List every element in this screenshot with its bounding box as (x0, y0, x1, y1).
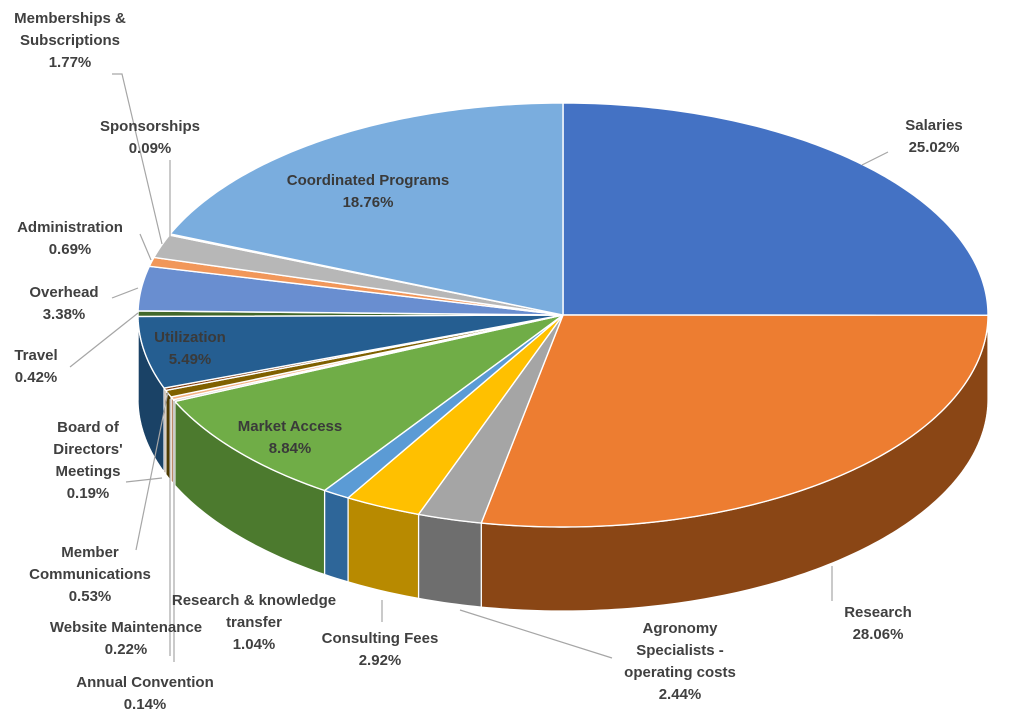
slice-label-utilization: Utilization 5.49% (154, 329, 226, 368)
slice-name-research: Research (844, 604, 912, 621)
slice-label-market-access: Market Access 8.84% (238, 418, 343, 457)
slice-name-memberships-subscriptions: Memberships & Subscriptions (14, 10, 126, 49)
slice-label-administration: Administration 0.69% (17, 219, 123, 258)
slice-consulting-fees (347, 314, 564, 516)
slice-agronomy-specialists-operating-costs (417, 314, 564, 524)
slice-name-annual-convention: Annual Convention (76, 674, 214, 691)
leader-line-overhead (111, 287, 139, 299)
slice-label-consulting-fees: Consulting Fees 2.92% (322, 630, 439, 669)
slice-label-website-maintenance: Website Maintenance 0.22% (50, 619, 202, 658)
slice-market-access (174, 314, 564, 492)
slice-label-research-knowledge-transfer: Research & knowledge transfer 1.04% (172, 592, 336, 653)
leader-line-travel (69, 312, 139, 368)
slice-value-utilization: 5.49% (169, 351, 212, 368)
slice-label-research: Research 28.06% (844, 604, 912, 643)
slice-value-coordinated-programs: 18.76% (343, 194, 394, 211)
slice-name-board-of-directors-meetings: Board of Directors' Meetings (53, 419, 122, 480)
slice-value-website-maintenance: 0.22% (105, 641, 148, 658)
label-leader-lines (69, 73, 889, 662)
leader-line-memberships-subscriptions (112, 73, 163, 245)
slice-utilization (137, 314, 564, 389)
slice-name-consulting-fees: Consulting Fees (322, 630, 439, 647)
slice-name-utilization: Utilization (154, 329, 226, 346)
slice-name-market-access: Market Access (238, 418, 343, 435)
slice-research (480, 314, 989, 528)
slice-coordinated-programs (169, 102, 564, 316)
slice-value-board-of-directors-meetings: 0.19% (67, 485, 110, 502)
slice-name-administration: Administration (17, 219, 123, 236)
slice-side-research-knowledge-transfer (323, 489, 349, 583)
slice-value-research-knowledge-transfer: 1.04% (233, 636, 276, 653)
slice-name-agronomy-specialists-operating-costs: Agronomy Specialists -operating costs (624, 620, 736, 681)
slice-label-travel: Travel 0.42% (14, 347, 57, 386)
leader-line-member-communications (135, 391, 169, 551)
slice-value-annual-convention: 0.14% (124, 696, 167, 713)
slice-label-salaries: Salaries 25.02% (905, 117, 963, 156)
pie-top-faces (137, 102, 989, 528)
slice-memberships-subscriptions (153, 234, 564, 316)
slice-name-sponsorships: Sponsorships (100, 118, 200, 135)
slice-name-research-knowledge-transfer: Research & knowledge transfer (172, 592, 336, 631)
slice-value-market-access: 8.84% (269, 440, 312, 457)
leader-line-administration (139, 233, 152, 261)
slice-value-sponsorships: 0.09% (129, 140, 172, 157)
slice-name-member-communications: Member Communications (29, 544, 151, 583)
slice-salaries (562, 102, 989, 316)
slice-label-coordinated-programs: Coordinated Programs 18.76% (287, 172, 450, 211)
slice-value-research: 28.06% (853, 626, 904, 643)
slice-label-annual-convention: Annual Convention 0.14% (76, 674, 214, 713)
slice-side-agronomy-specialists-operating-costs (417, 513, 482, 608)
slice-value-overhead: 3.38% (43, 306, 86, 323)
slice-label-overhead: Overhead 3.38% (29, 284, 98, 323)
slice-label-board-of-directors-meetings: Board of Directors' Meetings 0.19% (53, 419, 122, 502)
slice-label-member-communications: Member Communications 0.53% (29, 544, 151, 605)
slice-value-member-communications: 0.53% (69, 588, 112, 605)
slice-name-overhead: Overhead (29, 284, 98, 301)
slice-label-agronomy-specialists-operating-costs: Agronomy Specialists -operating costs 2.44… (624, 620, 736, 703)
slice-name-travel: Travel (14, 347, 57, 364)
leader-line-salaries (861, 151, 889, 166)
slice-label-sponsorships: Sponsorships 0.09% (100, 118, 200, 157)
slice-value-administration: 0.69% (49, 241, 92, 258)
slice-value-agronomy-specialists-operating-costs: 2.44% (659, 686, 702, 703)
slice-value-salaries: 25.02% (909, 139, 960, 156)
leader-line-board-of-directors-meetings (125, 477, 163, 483)
slice-name-salaries: Salaries (905, 117, 963, 134)
slice-value-travel: 0.42% (15, 369, 58, 386)
slice-label-memberships-subscriptions: Memberships & Subscriptions 1.77% (14, 10, 126, 71)
slice-labels: Salaries 25.02% Research 28.06% Agronomy Spec… (14, 10, 963, 713)
slice-name-website-maintenance: Website Maintenance (50, 619, 202, 636)
slice-research-knowledge-transfer (323, 314, 564, 499)
slice-name-coordinated-programs: Coordinated Programs (287, 172, 450, 189)
slice-value-memberships-subscriptions: 1.77% (49, 54, 92, 71)
leader-line-agronomy-specialists-operating-costs (459, 609, 613, 659)
slice-value-consulting-fees: 2.92% (359, 652, 402, 669)
